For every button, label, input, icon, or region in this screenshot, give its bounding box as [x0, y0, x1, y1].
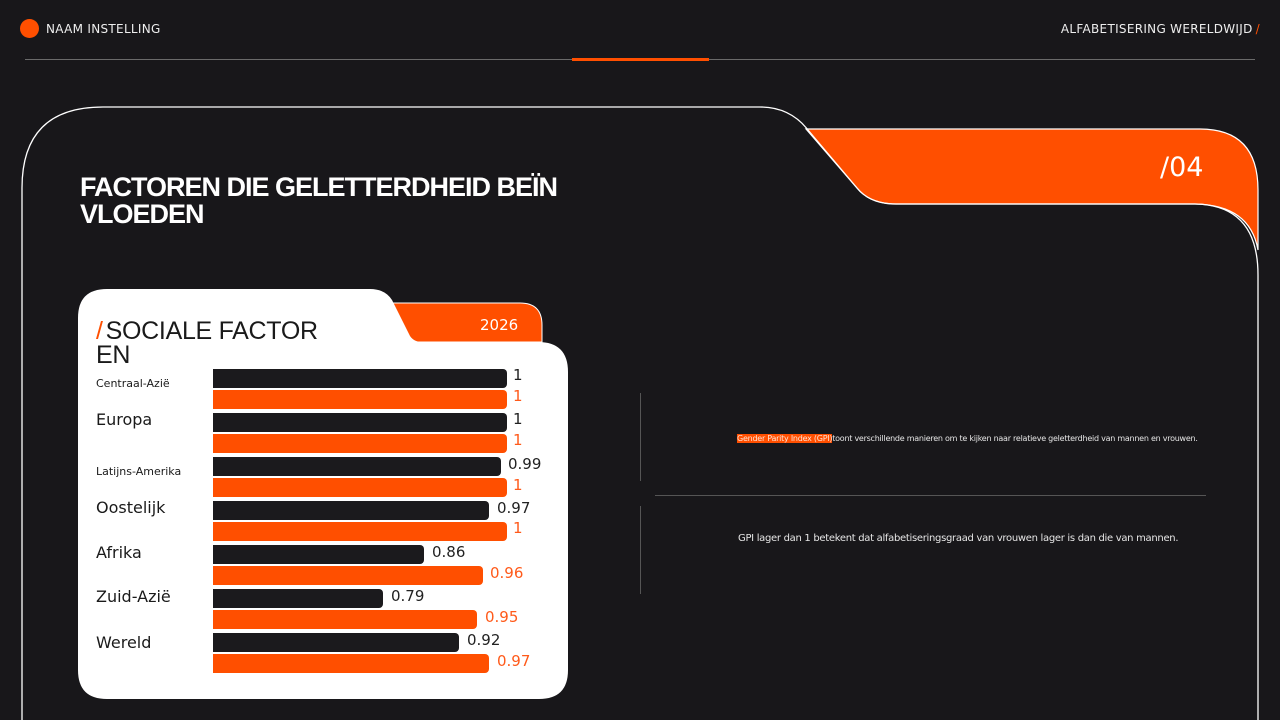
value-label: 0.92 [467, 631, 501, 649]
value-label: 1 [513, 519, 523, 537]
brand-name: NAAM INSTELLING [46, 21, 161, 36]
section-title-text: ALFABETISERING WERELDWIJD [1060, 22, 1253, 36]
value-label: 0.79 [391, 587, 425, 605]
bar-dark [213, 633, 459, 652]
value-label: 0.95 [485, 608, 519, 626]
bar-dark [213, 413, 507, 432]
value-label: 0.86 [432, 543, 466, 561]
notes-divider [655, 495, 1206, 496]
value-label: 1 [513, 476, 523, 494]
value-label: 0.99 [508, 455, 542, 473]
note1-divider [640, 393, 641, 481]
bar-orange [213, 566, 483, 585]
category-label: Oostelijk [96, 498, 166, 517]
bar-orange [213, 434, 507, 453]
bar-orange [213, 654, 489, 673]
page-title: FACTOREN DIE GELETTERDHEID BEÏN VLOEDEN [80, 172, 558, 229]
bar-dark [213, 589, 383, 608]
category-label: Wereld [96, 633, 152, 652]
header-accent-bar [572, 58, 709, 61]
slide-number: /04 [1160, 152, 1204, 183]
bar-dark [213, 457, 501, 476]
bar-orange [213, 610, 477, 629]
category-label: Zuid-Azië [96, 587, 171, 606]
note2-divider [640, 506, 641, 594]
category-label: Latijns-Amerika [96, 465, 182, 478]
value-label: 1 [513, 366, 523, 384]
category-label: Europa [96, 410, 153, 429]
gpi-highlight: Gender Parity Index (GPI) [737, 434, 833, 443]
category-label: Afrika [96, 543, 142, 562]
note-gpi-meaning: GPI lager dan 1 betekent dat alfabetiser… [738, 533, 1179, 544]
value-label: 0.96 [490, 564, 524, 582]
card-title-slash: / [96, 317, 103, 345]
bar-dark [213, 501, 489, 520]
value-label: 0.97 [497, 652, 531, 670]
card-year: 2026 [480, 316, 519, 334]
bar-dark [213, 369, 507, 388]
note-gpi-definition: Gender Parity Index (GPI)toont verschill… [737, 434, 1198, 443]
brand-dot-icon [20, 19, 39, 38]
note1-text: toont verschillende manieren om te kijke… [832, 434, 1198, 443]
bar-orange [213, 478, 507, 497]
value-label: 1 [513, 410, 523, 428]
category-label: Centraal-Azië [96, 377, 170, 390]
value-label: 0.97 [497, 499, 531, 517]
value-label: 1 [513, 431, 523, 449]
brand: NAAM INSTELLING [20, 19, 161, 38]
card-title-text: SOCIALE FACTOR EN [96, 317, 318, 369]
value-label: 1 [513, 387, 523, 405]
bar-orange [213, 522, 507, 541]
section-slash: / [1255, 22, 1260, 36]
card-title: / SOCIALE FACTOR EN [96, 317, 356, 369]
section-title: ALFABETISERING WERELDWIJD / [1061, 22, 1260, 36]
bar-orange [213, 390, 507, 409]
bar-dark [213, 545, 424, 564]
